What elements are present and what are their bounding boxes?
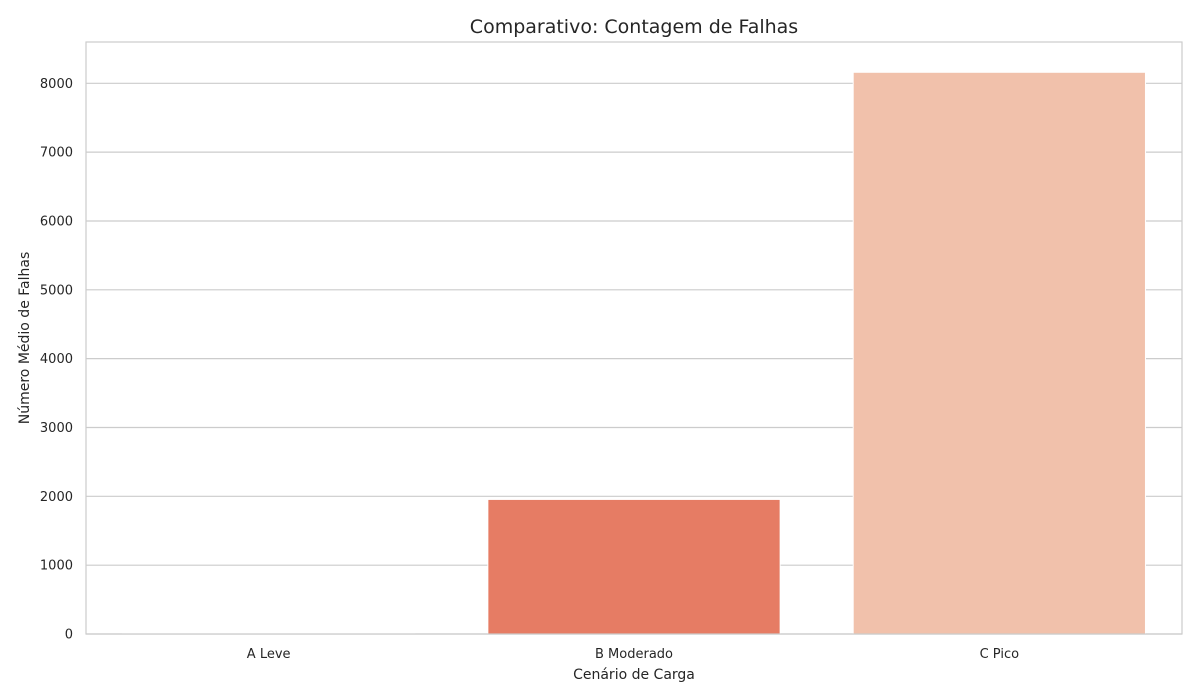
x-tick-label: A Leve — [247, 647, 291, 662]
y-tick-label: 0 — [65, 628, 73, 643]
x-tick-label: C Pico — [980, 647, 1020, 662]
chart-title: Comparativo: Contagem de Falhas — [470, 16, 798, 38]
grid-layer — [86, 82, 1182, 635]
y-tick-label: 6000 — [40, 214, 73, 229]
y-tick-label: 3000 — [40, 421, 73, 436]
x-axis-label: Cenário de Carga — [573, 667, 695, 683]
y-tick-label: 7000 — [40, 146, 73, 161]
y-tick-label: 5000 — [40, 283, 73, 298]
x-tick-label: B Moderado — [595, 647, 673, 662]
y-tick-label: 4000 — [40, 352, 73, 367]
y-tick-label: 2000 — [40, 490, 73, 505]
plot-frame — [85, 41, 1183, 635]
y-axis-ticks: 0 1000 2000 3000 4000 5000 6000 7000 8000 — [40, 77, 73, 643]
bar-c-pico — [852, 71, 1146, 635]
y-tick-label: 1000 — [40, 559, 73, 574]
bar-b-moderado — [487, 498, 781, 635]
x-axis-ticks: A Leve B Moderado C Pico — [247, 647, 1019, 662]
bar-layer — [122, 71, 1146, 635]
y-axis-label: Número Médio de Falhas — [17, 252, 33, 424]
y-tick-label: 8000 — [40, 77, 73, 92]
